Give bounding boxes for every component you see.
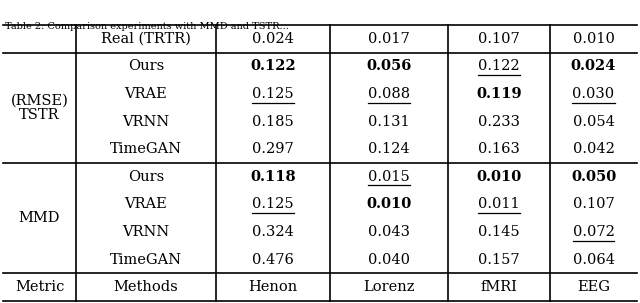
Text: 0.043: 0.043 bbox=[368, 225, 410, 239]
Text: 0.040: 0.040 bbox=[368, 253, 410, 267]
Text: Lorenz: Lorenz bbox=[364, 280, 415, 294]
Text: VRNN: VRNN bbox=[122, 115, 170, 128]
Text: 0.064: 0.064 bbox=[573, 253, 614, 267]
Text: 0.030: 0.030 bbox=[572, 87, 614, 101]
Text: Henon: Henon bbox=[248, 280, 298, 294]
Text: 0.024: 0.024 bbox=[252, 32, 294, 46]
Text: Metric: Metric bbox=[15, 280, 64, 294]
Text: Methods: Methods bbox=[114, 280, 179, 294]
Text: 0.119: 0.119 bbox=[476, 87, 522, 101]
Text: EEG: EEG bbox=[577, 280, 610, 294]
Text: (RMSE): (RMSE) bbox=[11, 94, 68, 108]
Text: 0.233: 0.233 bbox=[478, 115, 520, 128]
Text: 0.054: 0.054 bbox=[573, 115, 614, 128]
Text: 0.050: 0.050 bbox=[571, 170, 616, 184]
Text: TimeGAN: TimeGAN bbox=[110, 142, 182, 156]
Text: Table 2: Comparison experiments with MMD and TSTR...: Table 2: Comparison experiments with MMD… bbox=[5, 22, 289, 31]
Text: Real (TRTR): Real (TRTR) bbox=[101, 32, 191, 46]
Text: Ours: Ours bbox=[128, 59, 164, 73]
Text: 0.163: 0.163 bbox=[478, 142, 520, 156]
Text: 0.185: 0.185 bbox=[252, 115, 294, 128]
Text: 0.157: 0.157 bbox=[478, 253, 520, 267]
Text: 0.011: 0.011 bbox=[478, 197, 520, 211]
Text: 0.107: 0.107 bbox=[478, 32, 520, 46]
Text: VRAE: VRAE bbox=[125, 87, 168, 101]
Text: 0.324: 0.324 bbox=[252, 225, 294, 239]
Text: 0.010: 0.010 bbox=[573, 32, 614, 46]
Text: TimeGAN: TimeGAN bbox=[110, 253, 182, 267]
Text: 0.072: 0.072 bbox=[573, 225, 614, 239]
Text: fMRI: fMRI bbox=[481, 280, 517, 294]
Text: VRAE: VRAE bbox=[125, 197, 168, 211]
Text: 0.024: 0.024 bbox=[571, 59, 616, 73]
Text: VRNN: VRNN bbox=[122, 225, 170, 239]
Text: 0.125: 0.125 bbox=[252, 197, 294, 211]
Text: 0.042: 0.042 bbox=[573, 142, 614, 156]
Text: Ours: Ours bbox=[128, 170, 164, 184]
Text: 0.131: 0.131 bbox=[368, 115, 410, 128]
Text: 0.476: 0.476 bbox=[252, 253, 294, 267]
Text: 0.010: 0.010 bbox=[476, 170, 522, 184]
Text: 0.122: 0.122 bbox=[478, 59, 520, 73]
Text: 0.145: 0.145 bbox=[478, 225, 520, 239]
Text: 0.017: 0.017 bbox=[368, 32, 410, 46]
Text: 0.125: 0.125 bbox=[252, 87, 294, 101]
Text: 0.124: 0.124 bbox=[368, 142, 410, 156]
Text: 0.015: 0.015 bbox=[368, 170, 410, 184]
Text: 0.297: 0.297 bbox=[252, 142, 294, 156]
Text: 0.056: 0.056 bbox=[366, 59, 412, 73]
Text: 0.122: 0.122 bbox=[250, 59, 296, 73]
Text: 0.088: 0.088 bbox=[368, 87, 410, 101]
Text: 0.118: 0.118 bbox=[250, 170, 296, 184]
Text: 0.107: 0.107 bbox=[573, 197, 614, 211]
Text: MMD: MMD bbox=[19, 211, 60, 225]
Text: 0.010: 0.010 bbox=[366, 197, 412, 211]
Text: TSTR: TSTR bbox=[19, 108, 60, 122]
